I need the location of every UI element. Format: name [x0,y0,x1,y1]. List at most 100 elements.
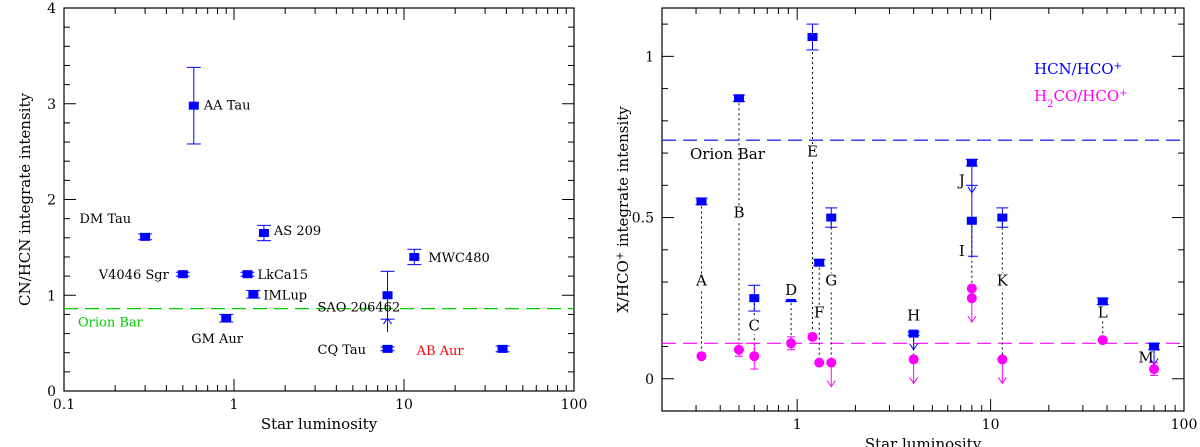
x-tick-label: 10 [982,417,1000,433]
x-tick-label: 1 [793,417,802,433]
data-point [242,270,253,279]
point-id-bg [785,282,798,299]
data-point [814,258,825,267]
data-point [807,331,818,342]
legend-entry-part: + [1119,88,1127,99]
data-point-label: MWC480 [428,251,489,266]
data-point-label: IMLup [263,288,307,303]
data-point [997,354,1008,365]
data-point [382,344,393,353]
point-id-bg [1140,350,1153,367]
plot-frame [661,7,1185,412]
point-id-label: F [814,304,824,322]
data-point [826,213,837,222]
y-tick-label: 1 [645,49,654,65]
data-point [409,252,420,261]
point-id-label: B [733,204,744,222]
data-point-label: LkCa15 [257,268,308,283]
data-point [696,351,707,362]
y-tick-label: 0 [47,384,56,400]
data-point [1149,342,1160,351]
reference-line-label: Orion Bar [690,145,766,163]
limit-arrow-head [826,380,836,388]
y-tick-label: 0.5 [632,211,654,227]
data-point [497,344,508,353]
data-point [188,101,199,110]
limit-arrow-head [909,343,919,351]
data-point [807,33,818,42]
reference-line-label: Orion Bar [78,316,144,331]
left-chart: 0.1 1 10 100 0 1 2 3 4 Star luminosity CN/HCN inte… [16,1,587,433]
data-point [997,213,1008,222]
data-point [221,314,232,323]
data-point [786,338,797,349]
data-point-label: DM Tau [79,212,131,227]
data-point [1097,297,1108,306]
y-axis-title: X/HCO+ integrate intensity [614,106,632,313]
point-id-bg [907,308,920,325]
point-id-label: M [1138,349,1153,367]
data-point [1097,335,1108,346]
legend-entry-part: H [1034,87,1047,105]
y-tick-label: 4 [47,1,56,17]
y-axis-title-part: X/HCO [614,260,632,313]
data-point-label: V4046 Sgr [98,268,170,283]
y-tick-label: 3 [47,97,56,113]
data-point [814,357,825,368]
x-tick-label: 10 [395,397,413,413]
data-point-label: GM Aur [191,332,244,347]
data-point [749,351,760,362]
data-point [908,329,919,338]
point-id-bg [732,205,745,222]
point-id-bg [813,305,826,322]
data-point [177,270,188,279]
x-tick-label: 1 [230,397,239,413]
point-id-bg [806,144,819,161]
point-id-label: D [785,281,797,299]
data-point-label: CQ Tau [318,343,367,358]
y-axis-title-part: integrate intensity [614,106,632,252]
data-point [966,216,977,225]
y-tick-label: 0 [645,372,654,388]
limit-arrow-head [967,186,977,194]
data-point [966,293,977,304]
data-point [733,94,744,103]
legend-entry: H2CO/HCO+ [1034,87,1128,110]
point-id-label: C [749,316,760,334]
plot-frame [63,7,575,392]
limit-arrow-head [909,377,919,385]
point-id-bg [825,273,838,290]
data-point [140,232,151,241]
data-point [696,197,707,206]
legend-entry-part: 2 [1047,99,1053,110]
x-tick-label: 0.1 [53,397,75,413]
point-id-label: A [695,271,707,289]
legend-entry: HCN/HCO+ [1034,60,1122,78]
data-point-label: AA Tau [203,99,251,114]
y-tick-label: 2 [47,193,56,209]
point-id-bg [695,273,708,290]
point-id-label: L [1098,304,1108,322]
data-point [908,354,919,365]
data-point [826,357,837,368]
legend-entry-part: CO/HCO [1053,87,1119,105]
point-id-bg [996,273,1009,290]
point-id-label: I [959,242,965,260]
point-id-bg [1096,305,1109,322]
data-point [733,344,744,355]
data-point-label: SAO 206462 [318,300,401,315]
legend-entry-part: + [1114,61,1122,72]
data-point-label: AS 209 [273,224,321,239]
data-point [248,290,259,299]
y-axis-title: CN/HCN integrate intensity [16,93,34,306]
limit-arrow-head [383,317,392,325]
legend-entry-part: HCN/HCO [1034,60,1114,78]
data-point [1149,364,1160,375]
data-point [749,294,760,303]
data-point [966,283,977,294]
point-id-bg [748,318,761,335]
limit-arrow-head [967,315,977,324]
point-id-label: E [807,142,818,160]
